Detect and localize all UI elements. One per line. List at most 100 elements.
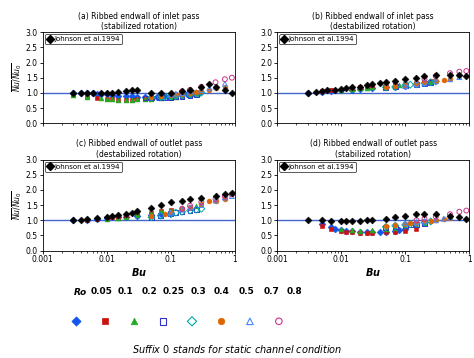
Point [141, 94, 149, 100]
Point [178, 209, 186, 215]
Point [356, 86, 364, 91]
Point [114, 214, 122, 219]
Point [212, 79, 219, 85]
Text: 0.05: 0.05 [91, 287, 113, 296]
Point [392, 84, 399, 90]
Point [172, 94, 180, 100]
Point [108, 213, 116, 219]
Point [421, 219, 428, 225]
Point [368, 84, 375, 90]
Point [148, 213, 155, 219]
Point [337, 226, 345, 232]
Point [421, 79, 428, 85]
Point [337, 86, 345, 92]
Legend: Johnson et al.1994: Johnson et al.1994 [279, 162, 356, 172]
Point [401, 213, 409, 219]
Text: 0.7: 0.7 [263, 287, 279, 296]
Point [304, 319, 311, 324]
Point [382, 84, 390, 90]
Title: (c) Ribbed endwall of outlet pass
(destabilized rotation): (c) Ribbed endwall of outlet pass (desta… [75, 139, 202, 159]
Point [432, 72, 439, 78]
Point [392, 224, 399, 230]
Point [363, 84, 371, 90]
Point [432, 73, 439, 79]
Point [157, 213, 164, 219]
Point [421, 79, 428, 85]
Point [212, 84, 219, 90]
Point [178, 198, 186, 203]
Point [342, 218, 350, 224]
Point [134, 211, 141, 217]
Point [413, 81, 420, 87]
Point [368, 229, 375, 235]
Point [148, 210, 155, 216]
Title: (d) Ribbed endwall of outlet pass
(stabilized rotation): (d) Ribbed endwall of outlet pass (stabi… [310, 139, 437, 159]
Point [421, 221, 428, 226]
Point [122, 88, 130, 94]
Point [157, 90, 164, 96]
Point [157, 211, 164, 217]
Point [178, 207, 186, 213]
Point [349, 86, 356, 91]
Point [392, 84, 399, 90]
Point [167, 211, 174, 217]
Point [401, 221, 409, 227]
Point [382, 229, 390, 235]
Point [221, 76, 228, 82]
Point [221, 195, 228, 200]
Point [427, 80, 435, 86]
Point [212, 196, 219, 202]
Point [456, 214, 463, 220]
Point [157, 93, 164, 99]
Point [212, 86, 219, 91]
Point [128, 97, 136, 102]
Point [421, 80, 428, 86]
Point [337, 87, 345, 93]
Point [186, 204, 194, 209]
Point [382, 225, 390, 231]
Point [134, 94, 141, 100]
Point [148, 212, 155, 218]
Point [318, 223, 326, 229]
Point [440, 216, 447, 222]
Point [157, 208, 164, 214]
Point [363, 217, 371, 223]
Point [186, 90, 194, 96]
Point [192, 92, 200, 97]
Point [97, 91, 104, 96]
Point [148, 96, 155, 102]
Point [221, 81, 228, 87]
Point [413, 211, 420, 217]
Point [198, 88, 205, 94]
Point [167, 95, 174, 101]
Title: (a) Ribbed endwall of inlet pass
(stabilized rotation): (a) Ribbed endwall of inlet pass (stabil… [78, 12, 200, 32]
Point [128, 93, 136, 99]
Point [148, 95, 155, 100]
Point [178, 206, 186, 212]
Point [141, 96, 149, 102]
Point [178, 88, 186, 94]
Point [312, 90, 319, 95]
Point [198, 201, 205, 207]
Point [167, 210, 174, 216]
Point [77, 217, 85, 223]
Point [432, 78, 439, 84]
Point [178, 88, 186, 94]
Point [421, 73, 428, 79]
Point [432, 211, 439, 217]
Point [148, 214, 155, 220]
Point [407, 221, 414, 226]
Point [148, 94, 155, 100]
Point [178, 93, 186, 99]
Point [167, 209, 174, 215]
Point [382, 79, 390, 85]
Point [407, 222, 414, 228]
Point [198, 199, 205, 205]
Point [196, 90, 203, 96]
Point [421, 219, 428, 224]
Point [456, 69, 463, 74]
Point [421, 219, 428, 224]
Point [432, 217, 439, 223]
Point [148, 96, 155, 102]
Point [186, 93, 194, 98]
